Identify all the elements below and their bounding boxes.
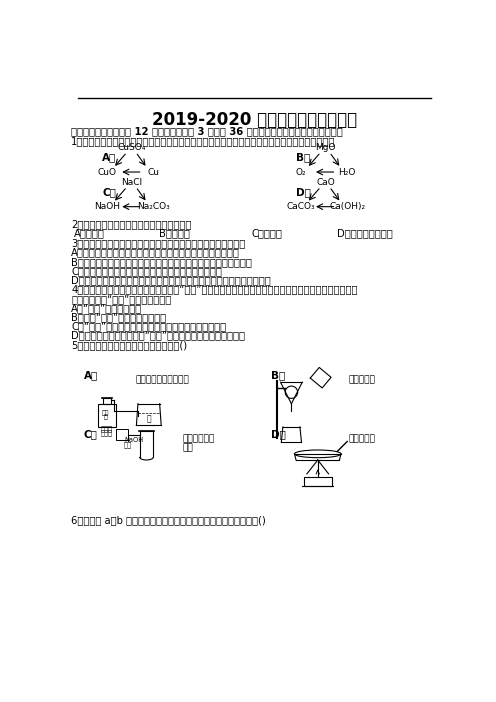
Text: C．离子是带电荷的微粒，所以带电荷的微粒一定是离子: C．离子是带电荷的微粒，所以带电荷的微粒一定是离子	[71, 266, 222, 276]
Text: NaOH: NaOH	[124, 437, 143, 443]
Text: O₂: O₂	[296, 168, 306, 176]
Text: 蕊试纸: 蕊试纸	[101, 430, 113, 437]
Text: 过滤泥浆水: 过滤泥浆水	[349, 376, 375, 384]
Text: 蓝色石: 蓝色石	[101, 425, 113, 432]
Text: 3．推理是初中化学常用的思维方法。下列推理正确的是（　　）: 3．推理是初中化学常用的思维方法。下列推理正确的是（ ）	[71, 238, 246, 249]
Text: 5．下列实验能达到目的且操作正确的是(): 5．下列实验能达到目的且操作正确的是()	[71, 340, 187, 350]
Text: Na₂CO₃: Na₂CO₃	[137, 202, 170, 211]
Text: 2019-2020 学年中考化学模拟试卷: 2019-2020 学年中考化学模拟试卷	[152, 111, 357, 129]
Text: A、: A、	[84, 370, 98, 380]
Text: B、: B、	[296, 152, 310, 162]
Text: D、: D、	[271, 430, 286, 439]
Text: 该粉: 该粉	[102, 410, 109, 416]
Text: 之间，故名为“中水”，说法正确的是: 之间，故名为“中水”，说法正确的是	[71, 293, 172, 304]
Text: Cu: Cu	[147, 168, 159, 176]
Bar	[116, 429, 128, 440]
Text: C、: C、	[84, 430, 98, 439]
Text: H₂O: H₂O	[338, 168, 356, 176]
Text: A．水分子: A．水分子	[73, 228, 105, 238]
Bar	[98, 404, 116, 427]
Text: B、: B、	[271, 370, 286, 380]
Text: C．“中水”中水分子的构成与蒸馏水中水分子的构成不同: C．“中水”中水分子的构成与蒸馏水中水分子的构成不同	[71, 322, 227, 331]
Text: D．氢原子和氧原子: D．氢原子和氧原子	[337, 228, 393, 238]
Text: B．利用“中水”有利于节约水资源: B．利用“中水”有利于节约水资源	[71, 312, 167, 322]
Text: D．碱溶液能使无色酚酞变红，所以能使无色酚酞变红的溶液一定是碱溶液: D．碱溶液能使无色酚酞变红，所以能使无色酚酞变红的溶液一定是碱溶液	[71, 275, 271, 285]
Text: C、: C、	[102, 187, 116, 197]
Text: B．氢原子: B．氢原子	[159, 228, 190, 238]
Text: CaCO₃: CaCO₃	[286, 202, 315, 211]
Text: A．“中水”是一种饮用水: A．“中水”是一种饮用水	[71, 303, 142, 313]
Text: 一、选择题（本题包括 12 个小题，每小题 3 分，共 36 分．每小题只有一个选项符合题意）: 一、选择题（本题包括 12 个小题，每小题 3 分，共 36 分．每小题只有一个…	[71, 126, 343, 137]
Text: D．将生活污水净化处理成“中水”的过程中要过滤、吸附和蒸馏: D．将生活污水净化处理成“中水”的过程中要过滤、吸附和蒸馏	[71, 331, 246, 340]
Text: CuSO₄: CuSO₄	[118, 143, 146, 152]
Bar	[103, 397, 111, 404]
Text: B．单质中只含一种元素，所以由一种元素组成的纯净物一定是单质: B．单质中只含一种元素，所以由一种元素组成的纯净物一定是单质	[71, 257, 252, 267]
Text: CuO: CuO	[97, 168, 117, 176]
Text: NaCl: NaCl	[121, 178, 142, 187]
Text: 测定空气中氧气的含量: 测定空气中氧气的含量	[135, 376, 189, 384]
Text: NaOH: NaOH	[94, 202, 120, 211]
Text: A、: A、	[102, 152, 117, 162]
Text: Ca(OH)₂: Ca(OH)₂	[329, 202, 365, 211]
Text: 水: 水	[146, 415, 151, 424]
Bar	[304, 477, 332, 486]
Text: 检验碳酸氢铵: 检验碳酸氢铵	[182, 435, 214, 444]
Text: A．氧化物中含有氧元素，所以含有氧元素的物质一定是氧化物: A．氧化物中含有氧元素，所以含有氧元素的物质一定是氧化物	[71, 248, 240, 258]
Text: 1．三种物质间只通过一步反应就能实现如箭头所指方向的转化，下列不符合要求的组合是（　　）: 1．三种物质间只通过一步反应就能实现如箭头所指方向的转化，下列不符合要求的组合是…	[71, 137, 336, 147]
Text: 2．保持水的化学性质的最小微粒是（　　）: 2．保持水的化学性质的最小微粒是（ ）	[71, 219, 191, 229]
Text: 4．城市污水经深度净化处理后的水统称“中水”，因为水质介于自来水（上水）与排入管道的污水（下水）: 4．城市污水经深度净化处理后的水统称“中水”，因为水质介于自来水（上水）与排入管…	[71, 284, 358, 294]
Text: CaO: CaO	[316, 178, 335, 187]
Text: 末: 末	[104, 415, 107, 420]
Text: MgO: MgO	[315, 143, 336, 152]
Text: C．氧原子: C．氧原子	[252, 228, 283, 238]
Text: 6．下图是 a、b 两种固体物质的溶解度曲线，下列说法中正确的是(): 6．下图是 a、b 两种固体物质的溶解度曲线，下列说法中正确的是()	[71, 515, 266, 525]
Text: 蒸发食盐水: 蒸发食盐水	[349, 435, 375, 444]
Text: 化肥: 化肥	[182, 443, 193, 452]
Text: 溶液: 溶液	[124, 442, 132, 448]
Text: D、: D、	[296, 187, 311, 197]
